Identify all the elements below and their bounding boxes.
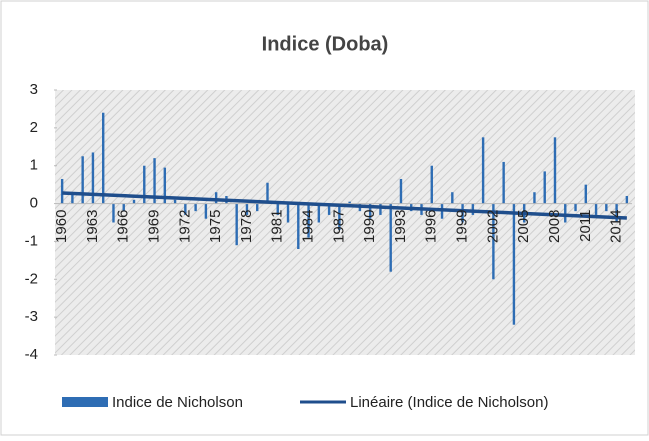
bar — [625, 196, 629, 204]
bar — [256, 203, 259, 212]
legend-swatch — [62, 397, 108, 407]
x-tick-label: 2014 — [608, 210, 625, 243]
bar — [194, 203, 197, 212]
bar — [533, 192, 536, 204]
bar — [564, 203, 567, 223]
bar — [173, 199, 177, 204]
bar — [553, 137, 557, 204]
x-tick-label: 1999 — [454, 210, 471, 243]
bar — [492, 203, 495, 280]
bar — [266, 182, 269, 204]
bar — [276, 203, 279, 215]
x-tick-label: 1996 — [423, 210, 440, 243]
y-tick-label: -2 — [25, 270, 38, 287]
bar — [71, 192, 74, 204]
bar — [512, 203, 516, 325]
bar — [143, 165, 146, 204]
trendline — [62, 191, 627, 220]
bar — [132, 199, 136, 204]
bar — [60, 178, 64, 204]
legend-label: Linéaire (Indice de Nicholson) — [350, 394, 548, 411]
bar — [204, 203, 208, 219]
bar — [584, 184, 587, 204]
bar — [297, 203, 300, 249]
legend-label: Indice de Nicholson — [112, 394, 243, 411]
x-tick-label: 1960 — [53, 210, 70, 243]
bar — [471, 203, 475, 215]
x-tick-label: 2008 — [546, 210, 563, 243]
y-tick-label: -4 — [25, 346, 38, 363]
x-tick-label: 2011 — [577, 210, 594, 242]
bar — [461, 203, 464, 223]
x-tick-label: 1978 — [238, 210, 255, 243]
bar — [379, 203, 382, 215]
bar — [481, 137, 485, 204]
x-tick-label: 1963 — [84, 210, 101, 243]
x-tick-label: 1975 — [207, 210, 224, 243]
chart-title: Indice (Doba) — [262, 33, 389, 55]
x-tick-label: 1987 — [330, 210, 347, 243]
y-tick-label: 2 — [30, 119, 38, 136]
bar — [91, 152, 95, 204]
bar — [594, 203, 598, 215]
bar — [112, 203, 115, 223]
plot-area — [55, 90, 635, 355]
bar — [451, 192, 454, 204]
x-tick-label: 2005 — [515, 210, 532, 243]
x-tick-label: 1966 — [115, 210, 132, 243]
bar — [327, 203, 331, 215]
x-tick-label: 1972 — [176, 210, 193, 243]
x-tick-label: 1993 — [392, 210, 409, 243]
bar — [368, 203, 372, 219]
bar — [286, 203, 290, 223]
bar — [502, 161, 505, 204]
bar — [153, 158, 156, 204]
bar — [245, 203, 249, 215]
bar — [235, 203, 238, 246]
bar — [338, 203, 341, 231]
bar — [615, 203, 618, 223]
y-tick-label: 3 — [30, 81, 38, 98]
bar — [307, 203, 310, 238]
bar — [122, 203, 125, 212]
bar — [214, 192, 218, 204]
bar — [574, 203, 577, 212]
bar — [184, 203, 187, 215]
bar — [543, 171, 546, 204]
bar — [389, 203, 392, 272]
x-tick-label: 1990 — [361, 210, 378, 243]
x-tick-label: 2002 — [484, 210, 501, 243]
bar — [102, 112, 105, 204]
x-tick-label: 1969 — [146, 210, 163, 243]
y-tick-label: -1 — [25, 232, 38, 249]
bar — [163, 167, 167, 204]
bar — [81, 156, 84, 204]
bar — [399, 178, 403, 204]
bar — [317, 203, 321, 223]
y-tick-label: 1 — [30, 157, 38, 174]
x-tick-label: 1984 — [300, 210, 317, 243]
bar — [430, 165, 433, 204]
y-tick-label: 0 — [30, 195, 38, 212]
bar — [348, 201, 351, 204]
x-tick-label: 1981 — [269, 210, 286, 243]
y-tick-label: -3 — [25, 308, 38, 325]
bar — [605, 203, 608, 212]
